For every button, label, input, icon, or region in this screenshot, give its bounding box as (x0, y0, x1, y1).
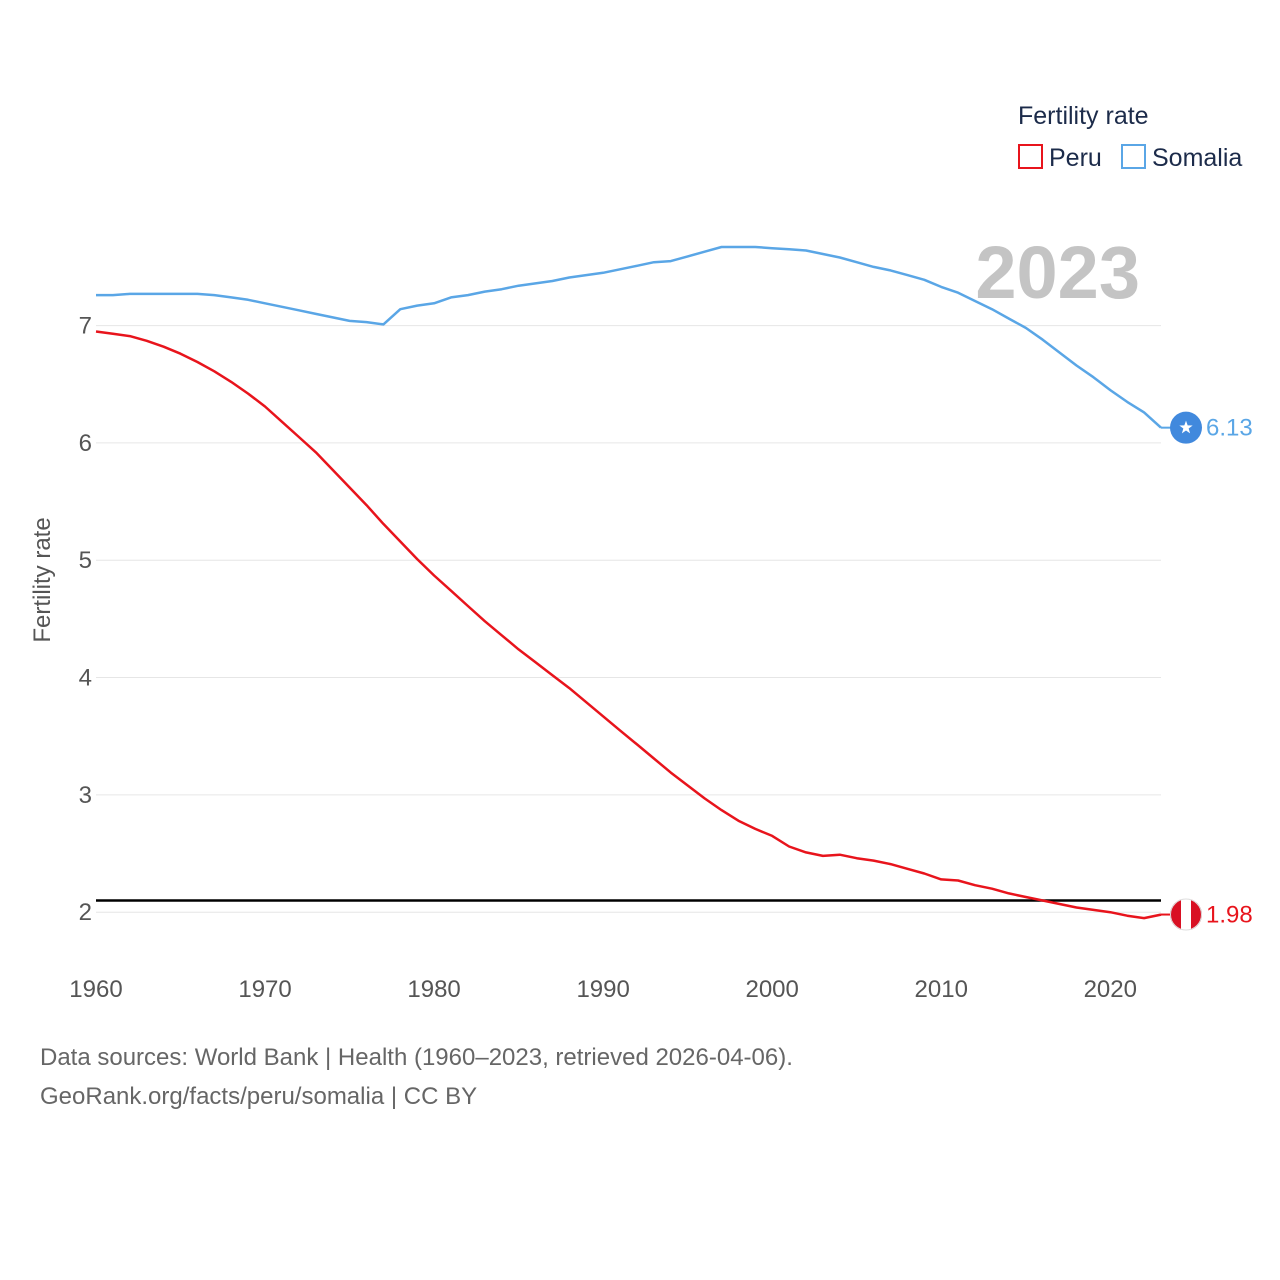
y-axis-label: Fertility rate (29, 517, 56, 642)
y-tick-7: 7 (79, 313, 92, 340)
y-tick-2: 2 (79, 899, 92, 926)
legend-swatch-somalia (1121, 144, 1146, 169)
somalia-flag-icon (1170, 411, 1202, 444)
legend: Fertility rate Peru Somalia (1018, 102, 1242, 172)
footer-sources: Data sources: World Bank | Health (1960–… (40, 1044, 793, 1071)
current-year-label: 2023 (975, 231, 1140, 314)
x-axis-ticks: 1960 1970 1980 1990 2000 2010 2020 (69, 976, 1137, 1003)
y-tick-6: 6 (79, 430, 92, 457)
end-label-peru: 1.98 (1206, 902, 1253, 929)
legend-swatch-peru (1018, 144, 1043, 169)
x-tick-2010: 2010 (915, 976, 968, 1003)
peru-flag-icon (1170, 898, 1202, 931)
series-line-somalia (96, 245, 1162, 429)
legend-title: Fertility rate (1018, 102, 1149, 130)
x-tick-1960: 1960 (69, 976, 122, 1003)
x-tick-1990: 1990 (576, 976, 629, 1003)
end-markers: 1.98 6.13 (1161, 411, 1253, 931)
gridlines (96, 325, 1161, 913)
x-tick-1970: 1970 (238, 976, 291, 1003)
legend-label-somalia: Somalia (1152, 144, 1242, 172)
x-tick-2000: 2000 (745, 976, 798, 1003)
footer-attribution[interactable]: GeoRank.org/facts/peru/somalia | CC BY (40, 1083, 478, 1110)
end-label-somalia: 6.13 (1206, 415, 1253, 442)
x-tick-1980: 1980 (407, 976, 460, 1003)
fertility-chart: 2 3 4 5 6 7 1960 1970 1980 1990 2000 2010 2020 Fert… (29, 102, 1253, 1003)
series-lines (95, 245, 1162, 920)
y-tick-5: 5 (79, 547, 92, 574)
x-tick-2020: 2020 (1084, 976, 1137, 1003)
legend-label-peru: Peru (1049, 144, 1102, 172)
y-tick-4: 4 (79, 665, 92, 692)
y-axis-ticks: 2 3 4 5 6 7 (79, 313, 92, 927)
series-line-peru (95, 330, 1162, 920)
y-tick-3: 3 (79, 782, 92, 809)
